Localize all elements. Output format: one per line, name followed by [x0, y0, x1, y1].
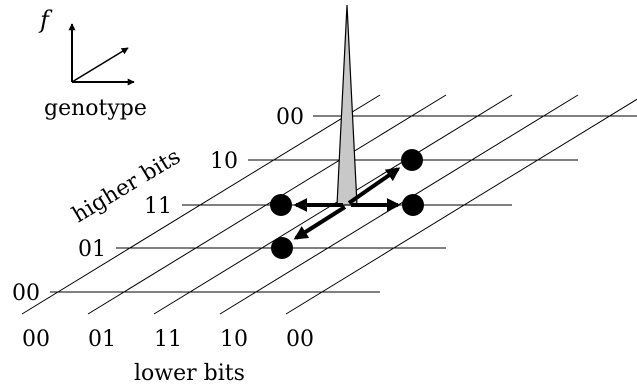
row-label: 10 [210, 149, 238, 174]
node [271, 237, 293, 259]
row-label: 01 [78, 237, 106, 262]
grid-columns [21, 94, 637, 315]
grid-column-line [87, 94, 447, 315]
column-label: 01 [88, 327, 116, 352]
neighbor-nodes [270, 149, 424, 259]
mutation-arrows [293, 167, 401, 240]
genotype-label: genotype [44, 96, 147, 121]
column-label: 00 [22, 327, 50, 352]
column-label: 11 [154, 327, 182, 352]
genotype-diagonal-axis-arrow [71, 47, 129, 83]
arrow-to-upper-node [347, 167, 401, 205]
column-label: 10 [220, 327, 248, 352]
fitness-peak [336, 4, 358, 206]
node [401, 149, 423, 171]
row-label: 00 [276, 105, 304, 130]
column-labels: 00 01 11 10 00 [22, 327, 314, 352]
row-labels: 00 10 11 01 00 [12, 105, 304, 306]
grid-column-line [21, 94, 381, 315]
arrow-to-lower-node [293, 205, 347, 240]
row-label: 00 [12, 281, 40, 306]
legend: f genotype [38, 6, 147, 121]
lower-bits-label: lower bits [134, 361, 245, 386]
grid-column-line [285, 98, 637, 315]
column-label: 00 [286, 327, 314, 352]
node [402, 194, 424, 216]
fitness-symbol: f [38, 6, 53, 34]
node [270, 194, 292, 216]
row-label: 11 [144, 194, 172, 219]
